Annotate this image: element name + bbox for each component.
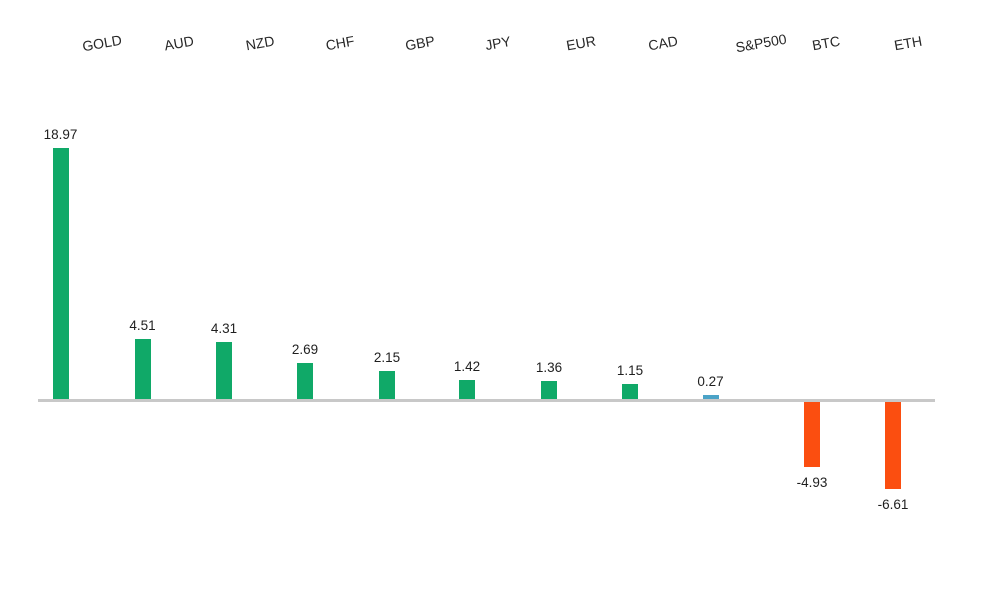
category-label-eth: ETH xyxy=(892,32,924,54)
value-label-btc: -4.93 xyxy=(796,475,828,491)
bar-nzd xyxy=(216,341,232,399)
bar-gold xyxy=(52,148,69,399)
category-label-chf: CHF xyxy=(324,32,356,54)
category-label-cad: CAD xyxy=(647,32,679,54)
bar-eur xyxy=(541,381,557,399)
category-label-aud: AUD xyxy=(163,32,195,54)
category-label-sp500: S&P500 xyxy=(734,30,788,56)
value-label-sp500: 0.27 xyxy=(697,374,724,390)
value-label-chf: 2.69 xyxy=(291,342,319,358)
category-label-nzd: NZD xyxy=(244,32,276,54)
bar-aud xyxy=(134,339,151,399)
value-label-jpy: 1.42 xyxy=(453,359,481,375)
bar-sp500 xyxy=(702,395,719,399)
value-label-aud: 4.51 xyxy=(129,318,156,334)
category-label-btc: BTC xyxy=(810,32,842,54)
category-label-jpy: JPY xyxy=(483,32,513,54)
category-label-gold: GOLD xyxy=(81,31,123,55)
value-label-cad: 1.15 xyxy=(616,362,644,378)
value-label-nzd: 4.31 xyxy=(210,320,238,336)
value-label-eth: -6.61 xyxy=(877,497,909,513)
bar-chf xyxy=(297,363,313,399)
value-label-eur: 1.36 xyxy=(535,360,563,375)
bar-gbp xyxy=(379,370,395,399)
bar-cad xyxy=(622,383,638,399)
value-label-gbp: 2.15 xyxy=(373,349,401,365)
bar-btc xyxy=(804,402,820,468)
x-axis-line xyxy=(38,399,935,402)
bar-jpy xyxy=(459,380,475,399)
category-label-gbp: GBP xyxy=(404,32,436,54)
value-label-gold: 18.97 xyxy=(43,127,78,143)
bar-eth xyxy=(885,402,901,490)
category-label-eur: EUR xyxy=(565,32,597,54)
